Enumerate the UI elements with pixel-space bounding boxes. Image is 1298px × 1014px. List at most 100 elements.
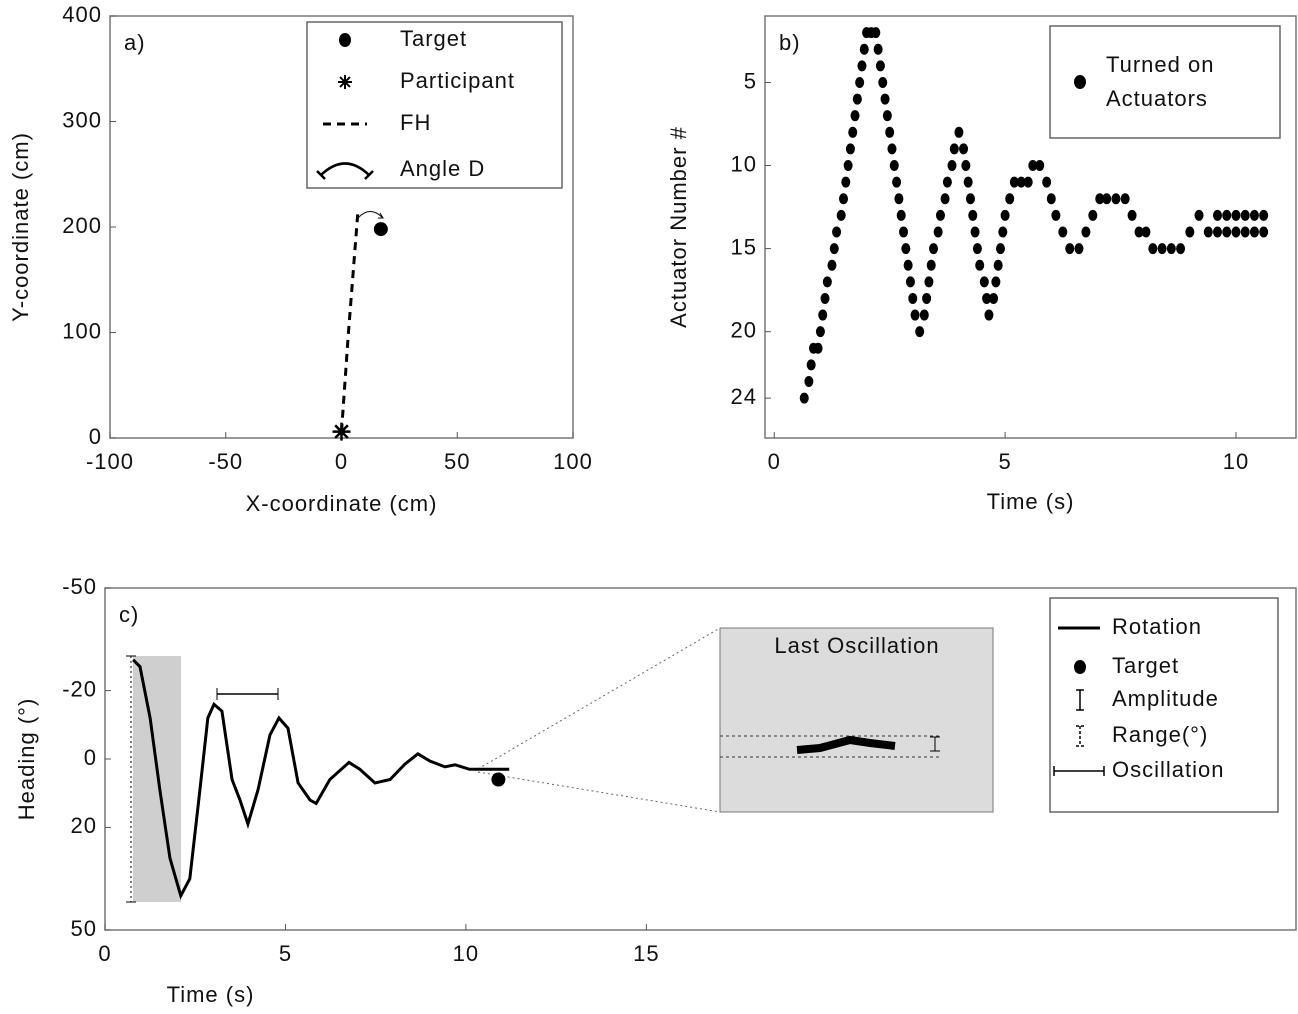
point (1111, 193, 1121, 205)
y-tick-label: 20 (71, 813, 97, 838)
point (1016, 176, 1026, 188)
point (899, 226, 909, 238)
x-tick-label: 10 (453, 941, 479, 966)
y-tick-label: 0 (89, 424, 102, 449)
legend-label: Target (1112, 653, 1179, 678)
point (919, 309, 929, 321)
point (1095, 193, 1105, 205)
point (852, 93, 862, 105)
point (995, 243, 1005, 255)
x-tick-label: 100 (553, 449, 593, 474)
panel-label: c) (119, 602, 139, 627)
legend-symbol (1074, 660, 1086, 674)
point (1194, 209, 1204, 221)
point (922, 292, 932, 304)
point (845, 143, 855, 155)
x-tick-label: 15 (633, 941, 659, 966)
point (949, 143, 959, 155)
y-tick-label: 20 (731, 317, 757, 342)
point (838, 193, 848, 205)
legend-box (306, 21, 563, 189)
point (822, 276, 832, 288)
y-axis-label: Actuator Number # (666, 126, 691, 328)
point (998, 226, 1008, 238)
legend-label: Oscillation (1112, 757, 1224, 782)
point (875, 60, 885, 72)
y-tick-label: 50 (71, 916, 97, 941)
legend-symbol (1074, 75, 1086, 89)
point (1176, 243, 1186, 255)
x-axis-label: X-coordinate (cm) (246, 491, 438, 516)
x-tick-label: -50 (208, 449, 243, 474)
point (1088, 209, 1098, 221)
legend-symbol (339, 33, 351, 47)
point (959, 143, 969, 155)
point (935, 209, 945, 221)
x-tick-label: 50 (444, 449, 470, 474)
point (984, 309, 994, 321)
legend-label: Turned on Actuators (1106, 52, 1215, 111)
angle-arc (357, 211, 384, 219)
y-axis-label: Heading (°) (14, 698, 39, 821)
point (887, 143, 897, 155)
point (1005, 193, 1015, 205)
point (857, 60, 867, 72)
point (1203, 226, 1213, 238)
y-tick-label: 400 (62, 2, 102, 27)
point (1249, 209, 1259, 221)
point (850, 110, 860, 122)
point (885, 126, 895, 138)
point (924, 276, 934, 288)
legend-label: FH (400, 110, 431, 135)
point (818, 309, 828, 321)
point (855, 76, 865, 88)
point (896, 209, 906, 221)
point (1042, 176, 1052, 188)
legend-symbol (1053, 766, 1105, 776)
point (1240, 209, 1250, 221)
point (975, 259, 985, 271)
point (1074, 243, 1084, 255)
y-tick-label: 5 (744, 68, 757, 93)
legend-label: Angle D (400, 156, 485, 181)
y-tick-label: 10 (731, 151, 757, 176)
point (926, 259, 936, 271)
y-tick-label: 300 (62, 107, 102, 132)
point (1222, 209, 1232, 221)
y-tick-label: 24 (731, 384, 757, 409)
point (1051, 209, 1061, 221)
point (915, 326, 925, 338)
y-tick-label: 0 (84, 745, 97, 770)
angle-arrow (378, 212, 384, 219)
point (1213, 209, 1223, 221)
point (1023, 176, 1033, 188)
point (806, 359, 816, 371)
point (1000, 209, 1010, 221)
legend-label: Rotation (1112, 614, 1202, 639)
legend-symbol (1076, 689, 1084, 711)
point (1102, 193, 1112, 205)
point (813, 342, 823, 354)
series-line (340, 214, 360, 432)
point (970, 226, 980, 238)
point (1259, 226, 1269, 238)
point (968, 209, 978, 221)
point (836, 209, 846, 221)
x-axis-label: Time (s) (987, 489, 1075, 514)
point (989, 292, 999, 304)
point (972, 243, 982, 255)
point (1249, 226, 1259, 238)
inset-box (719, 627, 994, 813)
point (878, 76, 888, 88)
point (1148, 243, 1158, 255)
point (1035, 160, 1045, 172)
x-axis-label: Time (s) (167, 982, 255, 1007)
point (1222, 226, 1232, 238)
point (905, 276, 915, 288)
point (1028, 160, 1038, 172)
point (991, 276, 1001, 288)
point (859, 43, 869, 55)
point (1065, 243, 1075, 255)
